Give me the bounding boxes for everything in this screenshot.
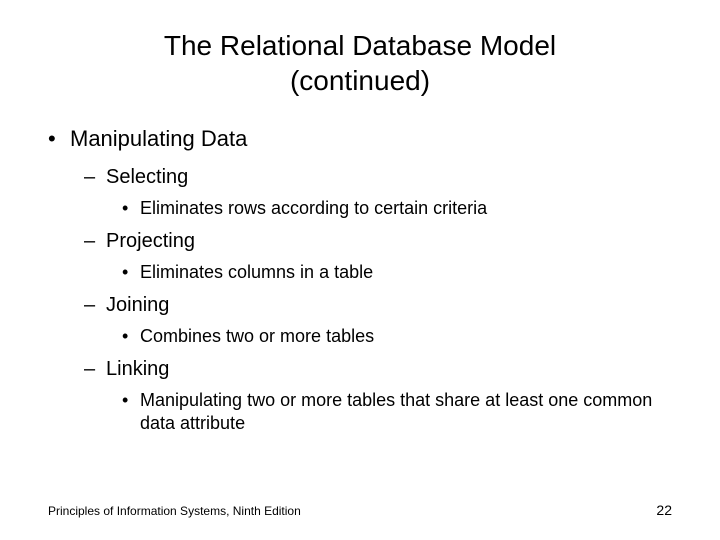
level2-text: Joining — [106, 294, 169, 316]
title-line-2: (continued) — [290, 65, 430, 96]
title-line-1: The Relational Database Model — [164, 30, 556, 61]
bullet-level2-linking: Linking — [84, 358, 672, 381]
slide-title: The Relational Database Model (continued… — [48, 28, 672, 98]
bullet-level3-projecting-detail: Eliminates columns in a table — [120, 261, 672, 284]
level3-text: Eliminates columns in a table — [140, 262, 373, 282]
bullet-level3-linking-detail: Manipulating two or more tables that sha… — [120, 389, 672, 435]
bullet-level2-selecting: Selecting — [84, 166, 672, 189]
footer-page-number: 22 — [656, 502, 672, 518]
slide: The Relational Database Model (continued… — [0, 0, 720, 540]
level1-text: Manipulating Data — [70, 126, 247, 151]
bullet-level3-selecting-detail: Eliminates rows according to certain cri… — [120, 197, 672, 220]
bullet-level2-projecting: Projecting — [84, 230, 672, 253]
level2-text: Linking — [106, 358, 169, 380]
bullet-level1: Manipulating Data — [48, 126, 672, 152]
footer-source: Principles of Information Systems, Ninth… — [48, 504, 301, 518]
level3-text: Combines two or more tables — [140, 326, 374, 346]
bullet-level2-joining: Joining — [84, 294, 672, 317]
level3-text: Eliminates rows according to certain cri… — [140, 198, 487, 218]
bullet-level3-joining-detail: Combines two or more tables — [120, 325, 672, 348]
level2-text: Projecting — [106, 230, 195, 252]
level3-text: Manipulating two or more tables that sha… — [140, 390, 652, 433]
level2-text: Selecting — [106, 166, 188, 188]
